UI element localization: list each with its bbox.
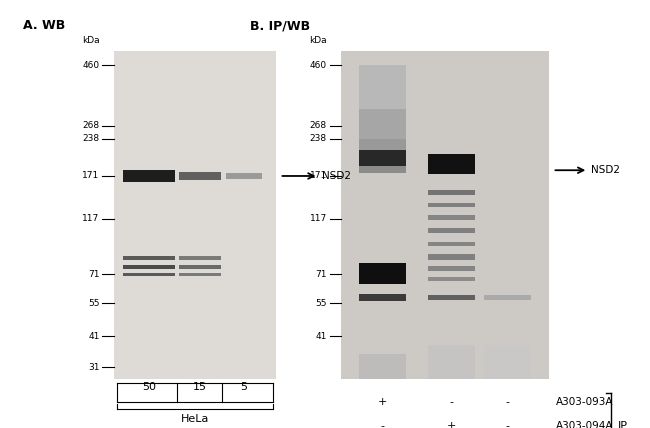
FancyBboxPatch shape	[124, 273, 176, 276]
FancyBboxPatch shape	[179, 273, 221, 276]
Text: 41: 41	[316, 332, 327, 341]
Text: 5: 5	[240, 382, 247, 392]
Text: +: +	[447, 421, 456, 428]
FancyBboxPatch shape	[428, 294, 475, 300]
Text: +: +	[378, 397, 387, 407]
Text: 268: 268	[83, 121, 99, 130]
FancyBboxPatch shape	[484, 345, 531, 379]
Text: -: -	[381, 421, 385, 428]
FancyBboxPatch shape	[359, 65, 406, 109]
Text: 171: 171	[309, 172, 327, 181]
Text: kDa: kDa	[309, 36, 327, 45]
Text: 55: 55	[88, 299, 99, 308]
Text: 50: 50	[142, 382, 157, 392]
Text: -: -	[506, 397, 510, 407]
Text: 238: 238	[310, 134, 327, 143]
Text: B. IP/WB: B. IP/WB	[250, 19, 311, 32]
Text: A. WB: A. WB	[23, 19, 65, 32]
Text: IP: IP	[618, 421, 627, 428]
FancyBboxPatch shape	[428, 229, 475, 233]
FancyBboxPatch shape	[179, 256, 221, 261]
FancyBboxPatch shape	[114, 51, 276, 379]
FancyBboxPatch shape	[428, 277, 475, 282]
FancyBboxPatch shape	[359, 158, 406, 173]
FancyBboxPatch shape	[428, 242, 475, 247]
Text: NSD2: NSD2	[322, 171, 351, 181]
FancyBboxPatch shape	[359, 294, 406, 300]
Text: 71: 71	[88, 270, 99, 279]
FancyBboxPatch shape	[359, 354, 406, 379]
FancyBboxPatch shape	[428, 215, 475, 220]
Text: 15: 15	[193, 382, 207, 392]
Text: -: -	[450, 397, 454, 407]
FancyBboxPatch shape	[428, 254, 475, 259]
Text: 460: 460	[83, 61, 99, 70]
FancyBboxPatch shape	[359, 150, 406, 166]
Text: -: -	[506, 421, 510, 428]
Text: 117: 117	[82, 214, 99, 223]
Text: 460: 460	[310, 61, 327, 70]
Text: 238: 238	[83, 134, 99, 143]
FancyBboxPatch shape	[226, 173, 261, 179]
Text: 268: 268	[310, 121, 327, 130]
Text: 171: 171	[82, 172, 99, 181]
FancyBboxPatch shape	[428, 190, 475, 195]
Text: kDa: kDa	[82, 36, 99, 45]
FancyBboxPatch shape	[124, 265, 176, 269]
FancyBboxPatch shape	[359, 109, 406, 139]
FancyBboxPatch shape	[428, 203, 475, 207]
Text: HeLa: HeLa	[181, 414, 209, 424]
Text: A303-094A: A303-094A	[556, 421, 613, 428]
FancyBboxPatch shape	[179, 172, 221, 180]
FancyBboxPatch shape	[124, 170, 176, 181]
Text: 117: 117	[309, 214, 327, 223]
FancyBboxPatch shape	[428, 266, 475, 271]
FancyBboxPatch shape	[359, 139, 406, 158]
FancyBboxPatch shape	[428, 345, 475, 379]
FancyBboxPatch shape	[179, 265, 221, 269]
FancyBboxPatch shape	[428, 155, 475, 174]
Text: 31: 31	[88, 363, 99, 372]
Text: 71: 71	[315, 270, 327, 279]
FancyBboxPatch shape	[359, 263, 406, 284]
FancyBboxPatch shape	[341, 51, 549, 379]
Text: A303-093A: A303-093A	[556, 397, 613, 407]
Text: NSD2: NSD2	[592, 165, 621, 175]
Text: 55: 55	[315, 299, 327, 308]
Text: 41: 41	[88, 332, 99, 341]
FancyBboxPatch shape	[124, 256, 176, 261]
FancyBboxPatch shape	[484, 294, 531, 300]
